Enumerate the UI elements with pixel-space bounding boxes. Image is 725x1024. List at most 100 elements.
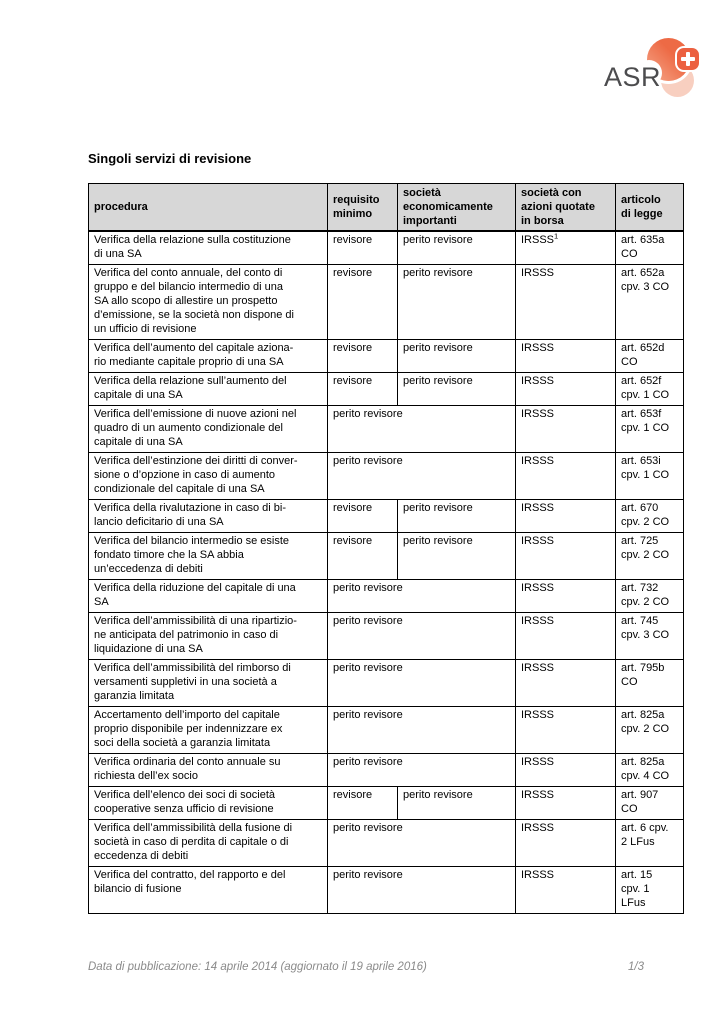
law-article-cell: art. 725 cpv. 2 CO [615, 532, 684, 580]
law-article-cell: art. 652f cpv. 1 CO [615, 372, 684, 406]
page-number: 1/3 [628, 961, 644, 973]
listed-company-cell: IRSSS [515, 866, 616, 914]
law-article-cell: art. 635a CO [615, 230, 684, 265]
header-articolo-di-legge: articolo di legge [615, 183, 684, 232]
important-company-cell: perito revisore [397, 339, 516, 373]
table-row: Verifica dell’estinzione dei diritti di … [88, 452, 684, 500]
minimum-requirement-cell: perito revisore [327, 753, 516, 787]
table-row: Verifica ordinaria del conto annuale su … [88, 753, 684, 787]
listed-company-value: IRSSS [521, 234, 555, 246]
table-row: Verifica della relazione sulla costituzi… [88, 230, 684, 265]
procedure-cell: Verifica dell’emissione di nuove azioni … [88, 405, 328, 453]
minimum-requirement-cell: perito revisore [327, 579, 516, 613]
law-article-cell: art. 652a cpv. 3 CO [615, 264, 684, 340]
listed-company-cell: IRSSS [515, 659, 616, 707]
listed-company-cell: IRSSS [515, 819, 616, 867]
procedure-cell: Verifica dell’ammissibilità del rimborso… [88, 659, 328, 707]
minimum-requirement-cell: perito revisore [327, 659, 516, 707]
listed-company-cell: IRSSS1 [515, 230, 616, 265]
minimum-requirement-cell: revisore [327, 339, 398, 373]
table-row: Verifica della rivalutazione in caso di … [88, 499, 684, 533]
minimum-requirement-cell: perito revisore [327, 819, 516, 867]
listed-company-cell: IRSSS [515, 499, 616, 533]
listed-company-value: IRSSS [521, 455, 555, 467]
listed-company-value: IRSSS [521, 582, 555, 594]
minimum-requirement-cell: revisore [327, 786, 398, 820]
procedure-cell: Verifica dell’ammissibilità di una ripar… [88, 612, 328, 660]
page-footer: Data di pubblicazione: 14 aprile 2014 (a… [88, 961, 644, 973]
procedure-cell: Verifica del conto annuale, del conto di… [88, 264, 328, 340]
important-company-cell: perito revisore [397, 532, 516, 580]
important-company-cell: perito revisore [397, 372, 516, 406]
audit-services-table: procedura requisito minimo società econo… [88, 183, 684, 914]
table-row: Verifica dell’ammissibilità del rimborso… [88, 659, 684, 707]
listed-company-cell: IRSSS [515, 612, 616, 660]
minimum-requirement-cell: revisore [327, 532, 398, 580]
table-row: Verifica dell’emissione di nuove azioni … [88, 405, 684, 453]
minimum-requirement-cell: revisore [327, 499, 398, 533]
table-row: Verifica dell’ammissibilità di una ripar… [88, 612, 684, 660]
important-company-cell: perito revisore [397, 786, 516, 820]
minimum-requirement-cell: revisore [327, 230, 398, 265]
table-row: Verifica dell’aumento del capitale azion… [88, 339, 684, 373]
listed-company-cell: IRSSS [515, 786, 616, 820]
table-row: Verifica della relazione sull’aumento de… [88, 372, 684, 406]
minimum-requirement-cell: revisore [327, 264, 398, 340]
procedure-cell: Verifica della rivalutazione in caso di … [88, 499, 328, 533]
law-article-cell: art. 907 CO [615, 786, 684, 820]
procedure-cell: Accertamento dell’importo del capitale p… [88, 706, 328, 754]
minimum-requirement-cell: perito revisore [327, 405, 516, 453]
swiss-cross-icon [677, 48, 699, 70]
law-article-cell: art. 653i cpv. 1 CO [615, 452, 684, 500]
asr-logo: ASR [604, 36, 706, 106]
law-article-cell: art. 652d CO [615, 339, 684, 373]
table-row: Verifica dell’elenco dei soci di società… [88, 786, 684, 820]
listed-company-value: IRSSS [521, 535, 555, 547]
listed-company-value: IRSSS [521, 408, 555, 420]
procedure-cell: Verifica del bilancio intermedio se esis… [88, 532, 328, 580]
header-societa-importanti: società economicamente importanti [397, 183, 516, 232]
listed-company-value: IRSSS [521, 709, 555, 721]
asr-logo-text: ASR [604, 62, 662, 92]
listed-company-value: IRSSS [521, 756, 555, 768]
header-societa-quotate: società con azioni quotate in borsa [515, 183, 616, 232]
important-company-cell: perito revisore [397, 499, 516, 533]
procedure-cell: Verifica dell’estinzione dei diritti di … [88, 452, 328, 500]
table-row: Verifica del bilancio intermedio se esis… [88, 532, 684, 580]
table-header-row: procedura requisito minimo società econo… [88, 183, 684, 232]
procedure-cell: Verifica dell’aumento del capitale azion… [88, 339, 328, 373]
law-article-cell: art. 670 cpv. 2 CO [615, 499, 684, 533]
listed-company-value: IRSSS [521, 502, 555, 514]
procedure-cell: Verifica della relazione sull’aumento de… [88, 372, 328, 406]
publication-date: Data di pubblicazione: 14 aprile 2014 (a… [88, 961, 427, 973]
table-row: Verifica del conto annuale, del conto di… [88, 264, 684, 340]
listed-company-cell: IRSSS [515, 706, 616, 754]
listed-company-cell: IRSSS [515, 264, 616, 340]
listed-company-cell: IRSSS [515, 372, 616, 406]
procedure-cell: Verifica ordinaria del conto annuale su … [88, 753, 328, 787]
minimum-requirement-cell: perito revisore [327, 866, 516, 914]
footnote-marker: 1 [554, 231, 559, 241]
table-body: Verifica della relazione sulla costituzi… [88, 230, 684, 914]
procedure-cell: Verifica della relazione sulla costituzi… [88, 230, 328, 265]
header-procedura: procedura [88, 183, 328, 232]
listed-company-value: IRSSS [521, 342, 555, 354]
law-article-cell: art. 795b CO [615, 659, 684, 707]
procedure-cell: Verifica della riduzione del capitale di… [88, 579, 328, 613]
table-row: Verifica della riduzione del capitale di… [88, 579, 684, 613]
important-company-cell: perito revisore [397, 230, 516, 265]
listed-company-value: IRSSS [521, 267, 555, 279]
logo-cutout-circle [636, 60, 662, 86]
table-row: Verifica del contratto, del rapporto e d… [88, 866, 684, 914]
procedure-cell: Verifica del contratto, del rapporto e d… [88, 866, 328, 914]
law-article-cell: art. 15 cpv. 1 LFus [615, 866, 684, 914]
procedure-cell: Verifica dell’ammissibilità della fusion… [88, 819, 328, 867]
law-article-cell: art. 6 cpv. 2 LFus [615, 819, 684, 867]
minimum-requirement-cell: perito revisore [327, 452, 516, 500]
listed-company-value: IRSSS [521, 375, 555, 387]
listed-company-value: IRSSS [521, 662, 555, 674]
table-row: Accertamento dell’importo del capitale p… [88, 706, 684, 754]
listed-company-cell: IRSSS [515, 753, 616, 787]
minimum-requirement-cell: perito revisore [327, 612, 516, 660]
